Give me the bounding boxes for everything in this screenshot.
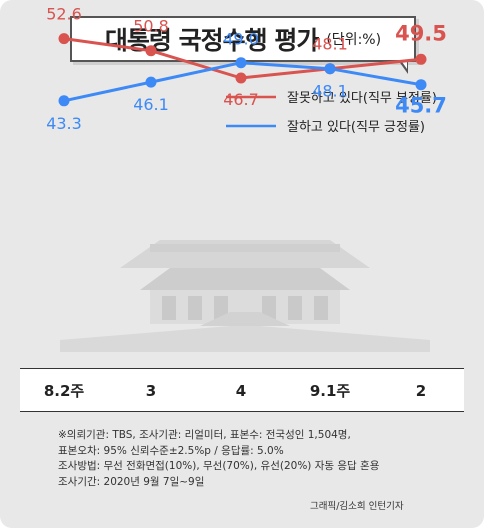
data-point [58, 95, 70, 107]
note-line: 조사기간: 2020년 9월 7일~9일 [58, 475, 205, 488]
data-point [235, 57, 247, 69]
value-label: 46.7 [223, 90, 259, 109]
data-point [145, 45, 157, 57]
legend-label: 잘하고 있다(직무 긍정률) [287, 120, 425, 135]
survey-notes: ※의뢰기관: TBS, 조사기관: 리얼미터, 표본수: 전국성인 1,504명… [58, 428, 468, 490]
legend: 잘못하고 있다(직무 부정률) 잘하고 있다(직무 긍정률) [226, 91, 437, 135]
x-tick-labels: 8.2주 3 4 9.1주 2 [44, 382, 426, 400]
note-line: 표본오차: 95% 신뢰수준±2.5%p / 응답률: 5.0% [58, 444, 284, 457]
credit-text: 그래픽/김소희 인턴기자 [310, 501, 404, 512]
x-axis-band [20, 368, 464, 412]
note-line: ※의뢰기관: TBS, 조사기관: 리얼미터, 표본수: 전국성인 1,504명… [58, 429, 351, 441]
value-label: 46.1 [133, 95, 169, 114]
note-line: 조사방법: 무선 전화면접(10%), 무선(70%), 유선(20%) 자동 … [58, 460, 380, 472]
legend-label: 잘못하고 있다(직무 부정률) [287, 91, 437, 106]
value-label: 50.8 [133, 17, 169, 36]
value-label: 45.7 [395, 94, 447, 118]
x-tick-label: 9.1주 [310, 382, 351, 400]
palace-illustration [60, 240, 430, 352]
x-tick-label: 2 [416, 382, 426, 400]
value-label: 43.3 [46, 114, 82, 133]
series-points [58, 33, 427, 107]
data-point [145, 76, 157, 88]
x-tick-label: 8.2주 [44, 382, 85, 400]
data-point [324, 63, 336, 75]
value-label: 49.5 [395, 21, 447, 45]
x-tick-label: 3 [146, 382, 156, 400]
x-tick-label: 4 [236, 382, 246, 400]
value-labels: 52.6 50.8 46.7 48.1 49.5 43.3 46.1 49.0 48.1 45.7 [46, 5, 447, 133]
data-point [415, 53, 427, 65]
data-point [235, 72, 247, 84]
chart-unit: (단위:%) [326, 32, 382, 48]
value-label: 48.1 [312, 82, 348, 101]
data-point [58, 33, 70, 45]
data-point [415, 79, 427, 91]
value-label: 49.0 [223, 30, 259, 49]
value-label: 52.6 [46, 5, 82, 24]
value-label: 48.1 [312, 35, 348, 54]
title-tail-inner [400, 59, 407, 69]
